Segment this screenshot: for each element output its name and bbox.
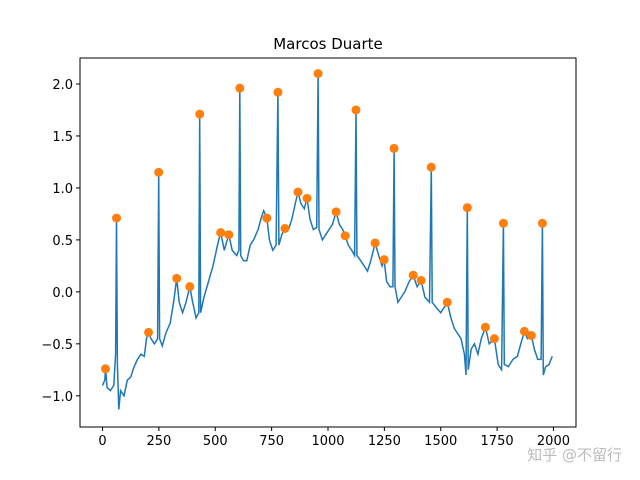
peak-marker [489,334,499,344]
peak-marker [185,282,195,292]
peak-marker [498,218,508,228]
peak-marker [408,270,418,280]
peak-marker [172,273,182,283]
x-tick-label: 1750 [481,434,514,449]
peak-marker [462,203,472,213]
peak-marker [112,213,122,223]
peak-marker [389,143,399,153]
signal-line [101,73,553,410]
peak-marker [537,218,547,228]
peak-marker [100,364,110,374]
peak-marker [235,83,245,93]
peak-marker [340,231,350,241]
y-tick-label: 1.0 [52,182,73,197]
peak-marker [224,230,234,240]
x-tick-label: 750 [259,434,284,449]
chart-title: Marcos Duarte [273,35,383,53]
peak-marker [280,223,290,233]
peak-marker [144,327,154,337]
y-tick-label: 0.5 [52,234,73,249]
peak-marker [302,193,312,203]
peak-marker [442,297,452,307]
peak-marker [526,331,536,341]
peak-marker [370,238,380,248]
peak-marker [416,275,426,285]
peak-marker [195,109,205,119]
y-tick-label: −0.5 [41,338,73,353]
peak-marker [351,105,361,115]
y-tick-label: −1.0 [41,390,73,405]
x-tick-label: 250 [146,434,171,449]
peak-marker [154,167,164,177]
peak-marker [216,228,226,238]
peak-marker [519,326,529,336]
plot-frame [79,57,577,428]
x-tick-label: 1000 [311,434,344,449]
peak-marker [331,207,341,217]
peak-marker [262,213,272,223]
peak-marker [480,322,490,332]
y-tick-label: 1.5 [52,130,73,145]
peak-marker [379,255,389,265]
x-tick-label: 1250 [368,434,401,449]
x-tick-label: 2000 [537,434,570,449]
x-tick-label: 0 [98,434,106,449]
peak-marker [313,69,323,79]
peak-marker [273,87,283,97]
peak-marker [293,187,303,197]
y-tick-label: 0.0 [52,286,73,301]
x-tick-label: 1500 [424,434,457,449]
peak-marker [426,162,436,172]
watermark: 知乎 @不留行 [527,446,622,464]
y-tick-label: 2.0 [52,78,73,93]
x-tick-label: 500 [203,434,228,449]
